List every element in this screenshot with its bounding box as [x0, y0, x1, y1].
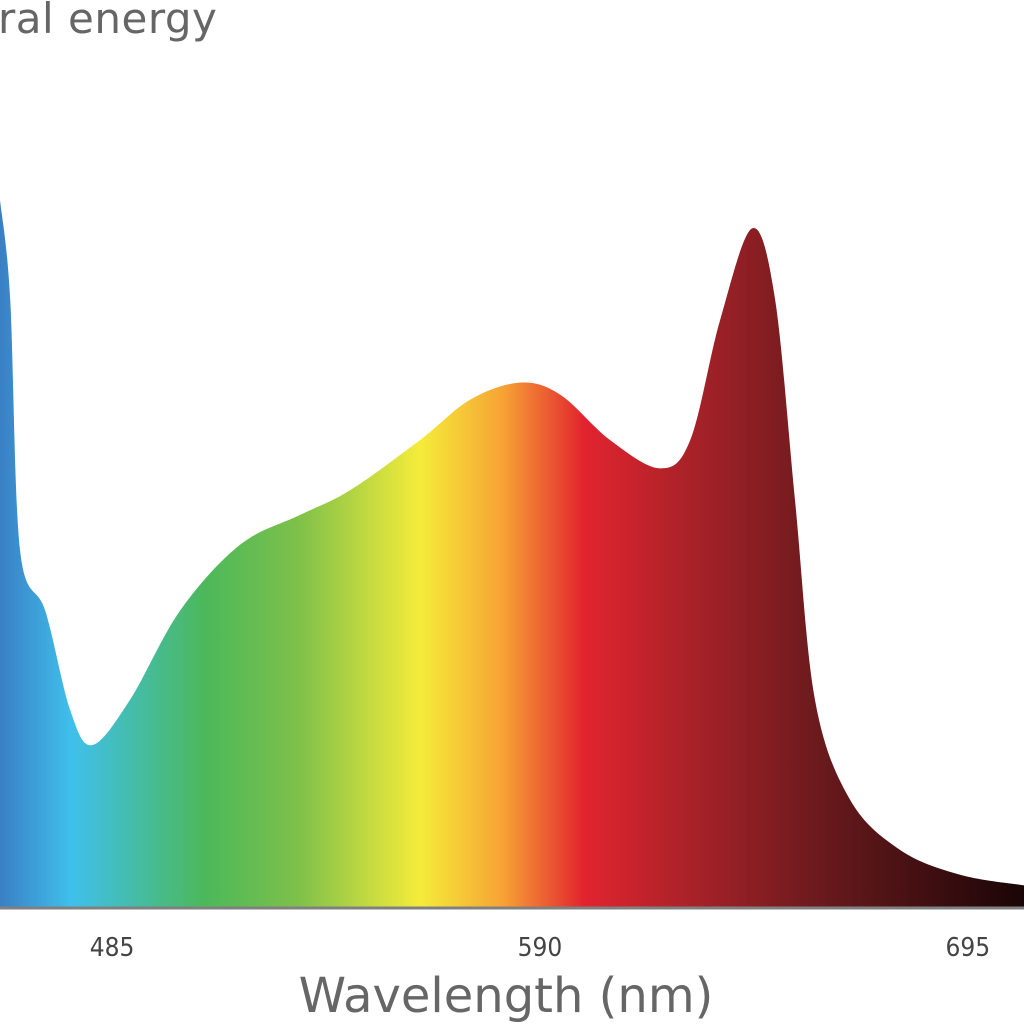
spectrum-area — [0, 200, 1024, 908]
x-axis-label: Wavelength (nm) — [299, 968, 714, 1024]
x-tick-label: 590 — [518, 933, 563, 963]
x-tick-label: 485 — [90, 933, 135, 963]
x-tick-label: 695 — [945, 933, 990, 963]
chart-title: ral energy — [0, 0, 218, 43]
